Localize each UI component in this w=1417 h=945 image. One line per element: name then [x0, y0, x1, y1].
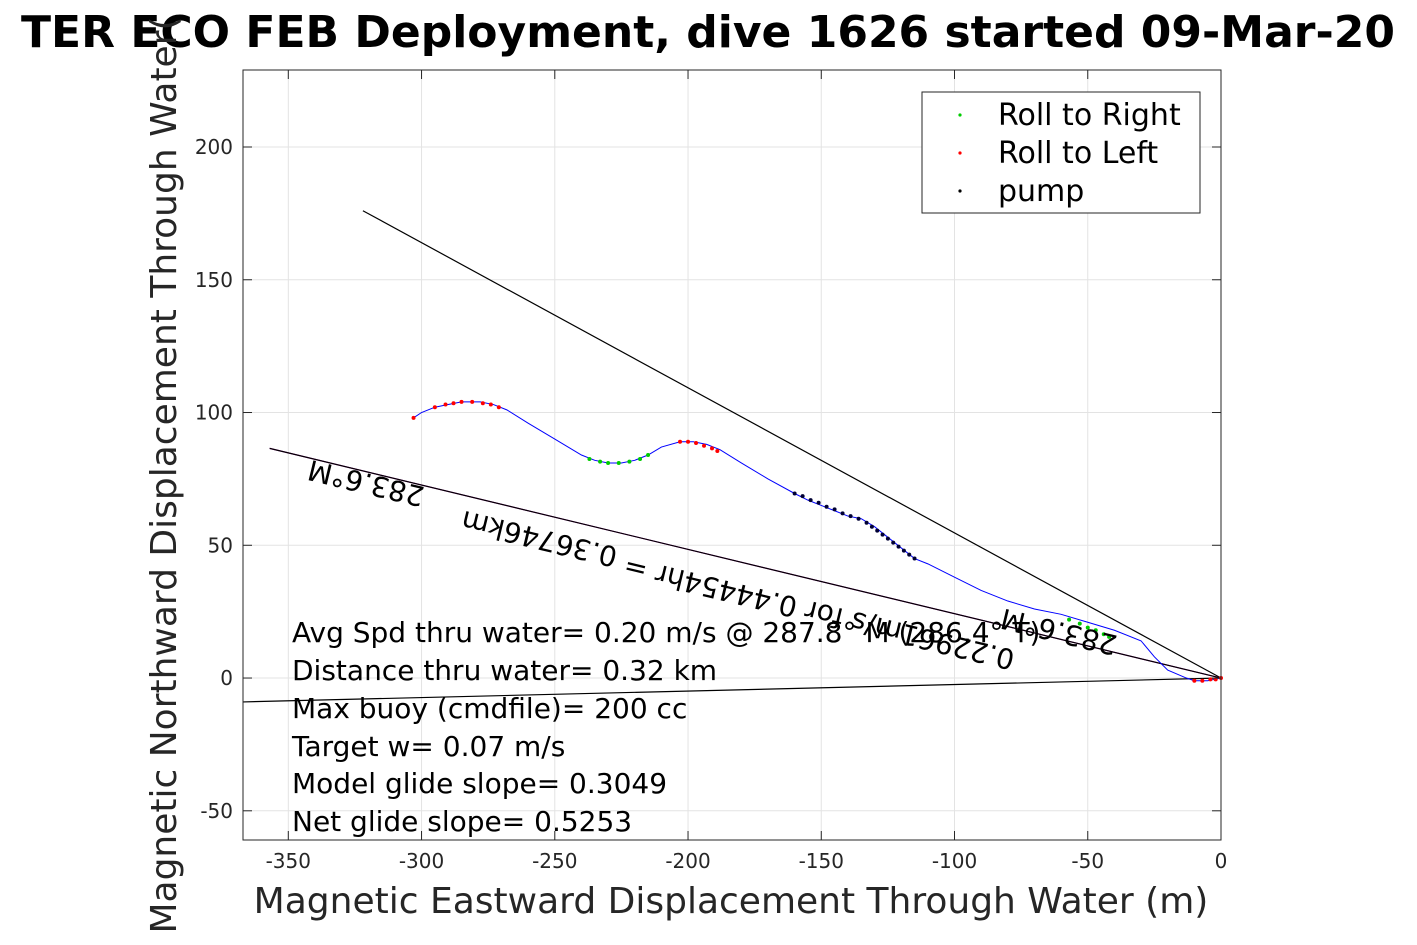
roll-right-point	[606, 460, 611, 465]
x-axis-label: Magnetic Eastward Displacement Through W…	[254, 881, 1209, 922]
pump-point	[832, 507, 837, 512]
roll-right-point	[627, 459, 632, 464]
y-tick-label: -50	[200, 799, 233, 823]
pump-point	[891, 540, 896, 545]
pump-point	[907, 552, 912, 557]
roll-right-point	[616, 460, 621, 465]
roll-left-point	[496, 405, 501, 410]
roll-left-point	[451, 401, 456, 406]
legend-label-pump: pump	[998, 174, 1084, 209]
y-tick-label: 50	[208, 533, 233, 557]
roll-right-point	[1085, 625, 1090, 630]
pump-point	[808, 498, 813, 503]
y-tick-label: 0	[220, 666, 233, 690]
roll-left-point	[678, 439, 683, 444]
pump-point	[824, 504, 829, 509]
roll-right-point	[1077, 621, 1082, 626]
stat-avg-speed: Avg Spd thru water= 0.20 m/s @ 287.8° M …	[292, 616, 1040, 649]
legend-label-roll-left: Roll to Left	[998, 136, 1158, 171]
pump-point	[800, 494, 805, 499]
pump-point	[856, 516, 861, 521]
roll-left-point	[686, 439, 691, 444]
reference-line	[362, 210, 1222, 679]
roll-right-point	[587, 456, 592, 461]
y-tick-label: 150	[195, 268, 233, 292]
roll-left-point	[715, 449, 720, 454]
legend-marker-roll-left	[958, 151, 962, 155]
roll-left-point	[470, 399, 475, 404]
pump-point	[912, 556, 917, 561]
x-tick-label: -250	[532, 849, 577, 873]
roll-left-point	[443, 402, 448, 407]
roll-right-point	[1067, 617, 1072, 622]
roll-right-point	[1101, 632, 1106, 637]
pump-point	[816, 500, 821, 505]
roll-left-point	[480, 401, 485, 406]
pump-point	[792, 491, 797, 496]
legend-marker-pump	[958, 189, 962, 193]
stat-target-w: Target w= 0.07 m/s	[291, 730, 565, 763]
ticks-layer: -350 -300 -250 -200 -150 -100 -50 0 -50 0 50 100 150…	[195, 70, 1228, 873]
pump-point	[875, 528, 880, 533]
y-tick-label: 200	[195, 135, 233, 159]
y-axis-label: Magnetic Northward Displacement Through …	[144, 16, 185, 933]
axes-frame	[242, 69, 1222, 841]
roll-left-point	[1200, 678, 1205, 683]
pump-point	[896, 544, 901, 549]
x-tick-label: -200	[665, 849, 710, 873]
pump-point	[869, 524, 874, 529]
pump-point	[864, 520, 869, 525]
roll-left-point	[432, 405, 437, 410]
roll-left-point	[411, 415, 416, 420]
roll-right-point	[1107, 634, 1112, 639]
stats-block: Avg Spd thru water= 0.20 m/s @ 287.8° M …	[291, 616, 1040, 838]
stat-distance: Distance thru water= 0.32 km	[292, 654, 717, 687]
x-tick-label: -50	[1071, 849, 1104, 873]
pump-point	[901, 548, 906, 553]
legend-box	[921, 91, 1201, 214]
x-tick-label: -150	[799, 849, 844, 873]
reference-line	[242, 677, 1222, 703]
roll-right-point	[1093, 628, 1098, 633]
legend-marker-roll-right	[958, 113, 962, 117]
roll-left-point	[694, 441, 699, 446]
x-tick-label: -300	[399, 849, 444, 873]
roll-left-point	[488, 402, 493, 407]
chart-title: TER ECO FEB Deployment, dive 1626 starte…	[21, 7, 1395, 58]
legend: Roll to Right Roll to Left pump	[921, 91, 1201, 214]
pump-point	[840, 511, 845, 516]
stat-net-glide-slope: Net glide slope= 0.5253	[292, 805, 632, 838]
roll-right-point	[598, 459, 603, 464]
roll-left-point	[710, 446, 715, 451]
reference-lines-layer	[242, 210, 1222, 703]
stat-max-buoy: Max buoy (cmdfile)= 200 cc	[292, 692, 687, 725]
roll-left-point	[1208, 677, 1213, 682]
roll-left-point	[1192, 678, 1197, 683]
x-tick-label: 0	[1215, 849, 1228, 873]
roll-left-point	[702, 443, 707, 448]
reference-line	[269, 447, 1222, 679]
stat-model-glide-slope: Model glide slope= 0.3049	[292, 767, 667, 800]
pump-point	[848, 514, 853, 519]
x-tick-label: -350	[266, 849, 311, 873]
x-tick-label: -100	[932, 849, 977, 873]
pump-point	[885, 536, 890, 541]
legend-label-roll-right: Roll to Right	[998, 98, 1181, 133]
pump-point	[880, 532, 885, 537]
roll-left-point	[459, 399, 464, 404]
y-tick-label: 100	[195, 401, 233, 425]
points-layer	[411, 399, 1223, 683]
roll-right-point	[638, 456, 643, 461]
roll-right-point	[646, 453, 651, 457]
